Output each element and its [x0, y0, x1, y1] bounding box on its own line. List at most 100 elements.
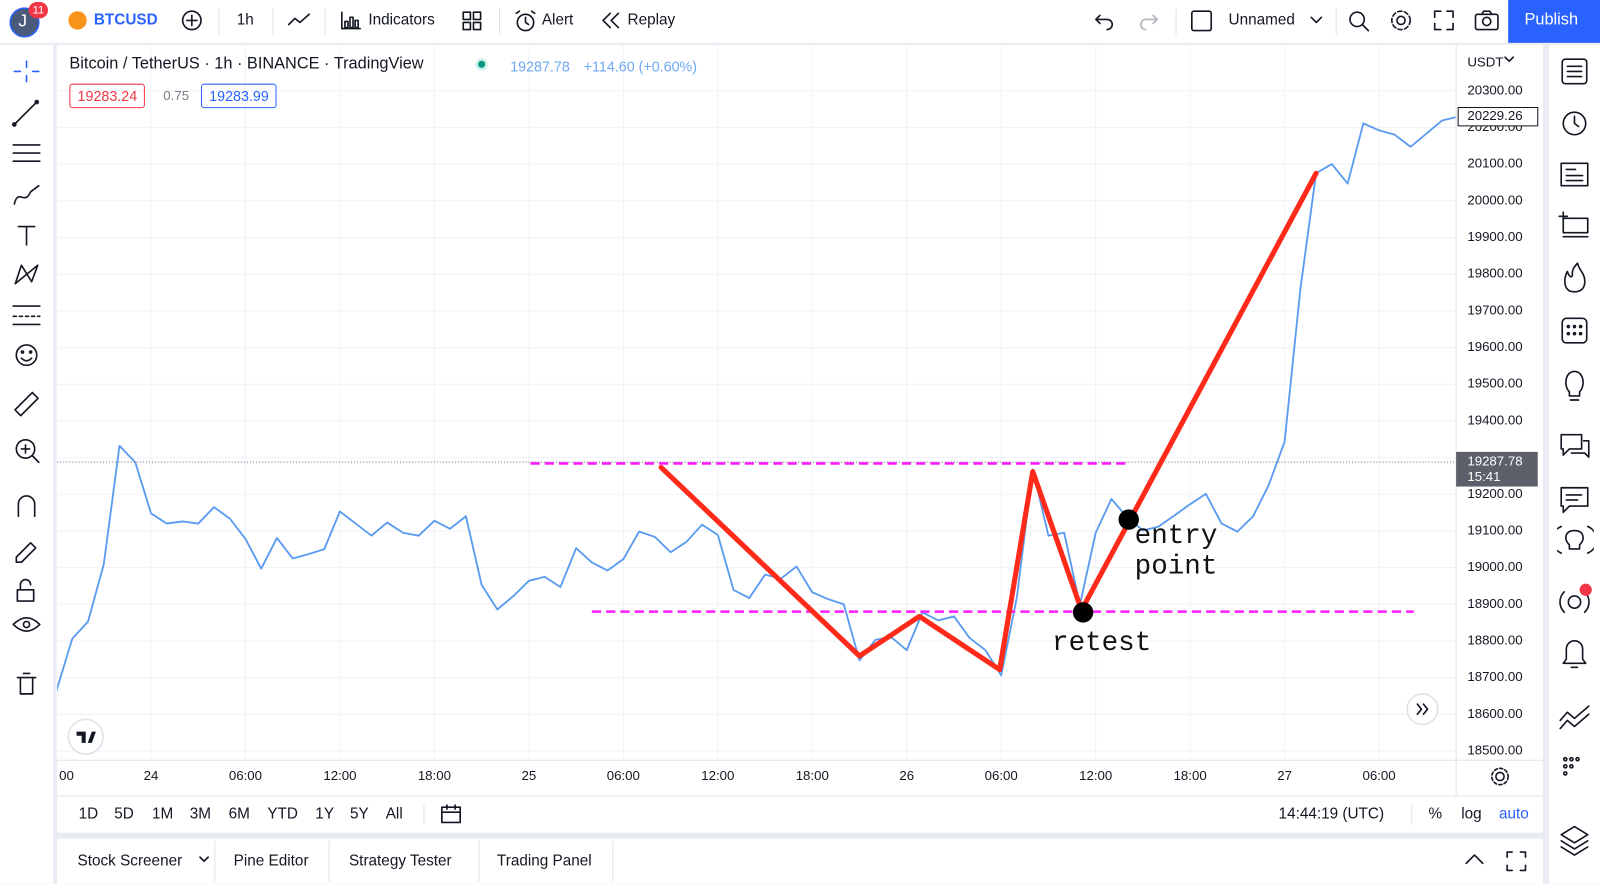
y-tick-label: 19900.00: [1467, 229, 1522, 244]
y-tick-label: 18800.00: [1467, 632, 1522, 647]
notification-badge: 11: [28, 2, 49, 19]
x-tick-label: 18:00: [1174, 768, 1207, 783]
y-tick-label: 20100.00: [1467, 156, 1522, 171]
bottom-tab[interactable]: Pine Editor: [233, 852, 309, 870]
indicators-icon[interactable]: [340, 9, 362, 31]
percent-scale[interactable]: %: [1428, 805, 1443, 823]
y-tick-label: 20300.00: [1467, 82, 1522, 97]
range-button[interactable]: 3M: [189, 805, 212, 823]
axes: 18500.00 18600.00 18700.00 18800.00 18900.00…: [59, 82, 1539, 783]
replay[interactable]: Replay: [627, 11, 676, 29]
x-tick-label: 12:00: [323, 768, 356, 783]
y-tick-label: 19700.00: [1467, 302, 1522, 317]
avatar-letter: J: [18, 11, 28, 31]
legend-change: +114.60 (+0.60%): [583, 58, 697, 75]
y-tick-label: 18700.00: [1467, 669, 1522, 684]
chart-style[interactable]: [287, 10, 311, 30]
currency-menu[interactable]: [1504, 56, 1515, 64]
x-tick-label: 26: [899, 768, 914, 783]
bottom-tab[interactable]: Trading Panel: [496, 852, 592, 870]
replay-icon[interactable]: [600, 11, 622, 29]
x-tick-label: 06:00: [1363, 768, 1396, 783]
log-scale[interactable]: log: [1461, 805, 1482, 823]
layout-menu[interactable]: [1309, 14, 1323, 26]
tv-logo[interactable]: [67, 718, 104, 755]
y-tick-label: 19200.00: [1467, 486, 1522, 501]
countdown-label: 15:41: [1467, 469, 1500, 484]
alert-icon[interactable]: [513, 9, 537, 33]
publish-button[interactable]: [1508, 0, 1600, 43]
spread: 0.75: [163, 87, 190, 104]
layout-icon[interactable]: [1190, 9, 1214, 33]
x-tick-label: 06:00: [229, 768, 262, 783]
redo[interactable]: [1137, 10, 1159, 31]
bottom-tab[interactable]: Strategy Tester: [348, 852, 452, 870]
scroll-right[interactable]: [1405, 692, 1440, 727]
x-tick-label: 18:00: [418, 768, 451, 783]
range-button[interactable]: YTD: [267, 805, 298, 823]
ask-box[interactable]: 19283.99: [201, 83, 277, 109]
auto-scale[interactable]: auto: [1498, 805, 1529, 823]
price-line: [57, 116, 1457, 691]
undo[interactable]: [1094, 10, 1116, 31]
axis-settings[interactable]: [1489, 765, 1511, 787]
bottom-tab[interactable]: Stock Screener: [77, 852, 183, 870]
y-tick-label: 19400.00: [1467, 412, 1522, 427]
plot: [57, 116, 1457, 691]
indicators[interactable]: Indicators: [368, 11, 435, 29]
clock[interactable]: 14:44:19 (UTC): [1278, 805, 1385, 823]
maximize-panel[interactable]: [1505, 850, 1527, 872]
sidebar-widgets[interactable]: [1557, 55, 1594, 871]
x-tick-label: 00: [59, 768, 74, 783]
x-tick-label: 27: [1277, 768, 1292, 783]
range-button[interactable]: 1D: [78, 805, 99, 823]
range-button[interactable]: 5Y: [349, 805, 369, 823]
grid: [56, 44, 1457, 761]
last-price-label: 20229.26: [1467, 108, 1522, 123]
goto-date[interactable]: [439, 803, 463, 825]
last-price-box: [1457, 107, 1539, 127]
market-status: [475, 58, 488, 71]
collapse-panel[interactable]: [1463, 851, 1485, 867]
x-tick-label: 24: [144, 768, 159, 783]
x-tick-label: 06:00: [607, 768, 640, 783]
range-button[interactable]: All: [385, 805, 403, 823]
range-button[interactable]: 1M: [152, 805, 174, 823]
symbol[interactable]: BTCUSD: [93, 11, 158, 29]
tab-menu[interactable]: [198, 855, 210, 865]
bottom-panel: [57, 838, 1543, 884]
chart-pane: [57, 44, 1543, 833]
x-tick-label: 25: [521, 768, 536, 783]
btc-icon: [68, 11, 87, 30]
snapshot[interactable]: [1473, 9, 1500, 31]
y-tick-label: 19600.00: [1467, 339, 1522, 354]
x-tick-label: 18:00: [796, 768, 829, 783]
legend-price: 19287.78: [510, 58, 570, 75]
search[interactable]: [1347, 9, 1371, 33]
layout-name[interactable]: Unnamed: [1228, 11, 1295, 29]
compare-button[interactable]: [181, 9, 203, 31]
y-tick-label: 20000.00: [1467, 192, 1522, 207]
marker-dot: [1118, 509, 1139, 530]
interval[interactable]: 1h: [236, 11, 254, 29]
x-tick-label: 12:00: [1079, 768, 1112, 783]
fullscreen[interactable]: [1433, 9, 1455, 31]
live-indicator: [1579, 583, 1592, 596]
range-button[interactable]: 1Y: [315, 805, 335, 823]
left-toolbar: [0, 44, 54, 884]
y-tick-label: 19100.00: [1467, 522, 1522, 537]
range-button[interactable]: 6M: [228, 805, 250, 823]
range-button[interactable]: 5D: [114, 805, 134, 823]
annotation-retest: retest: [1052, 628, 1152, 660]
drawing-tools[interactable]: [10, 55, 43, 698]
bid-box[interactable]: 19283.24: [69, 83, 146, 109]
publish-label[interactable]: Publish: [1524, 11, 1579, 29]
templates-icon[interactable]: [461, 10, 483, 32]
alert[interactable]: Alert: [541, 11, 574, 29]
currency[interactable]: USDT: [1467, 54, 1504, 70]
settings[interactable]: [1389, 8, 1413, 32]
zigzag-drawing: [658, 170, 1319, 673]
y-tick-label: 19000.00: [1467, 559, 1522, 574]
annotation-entry: entry point: [1134, 521, 1218, 583]
